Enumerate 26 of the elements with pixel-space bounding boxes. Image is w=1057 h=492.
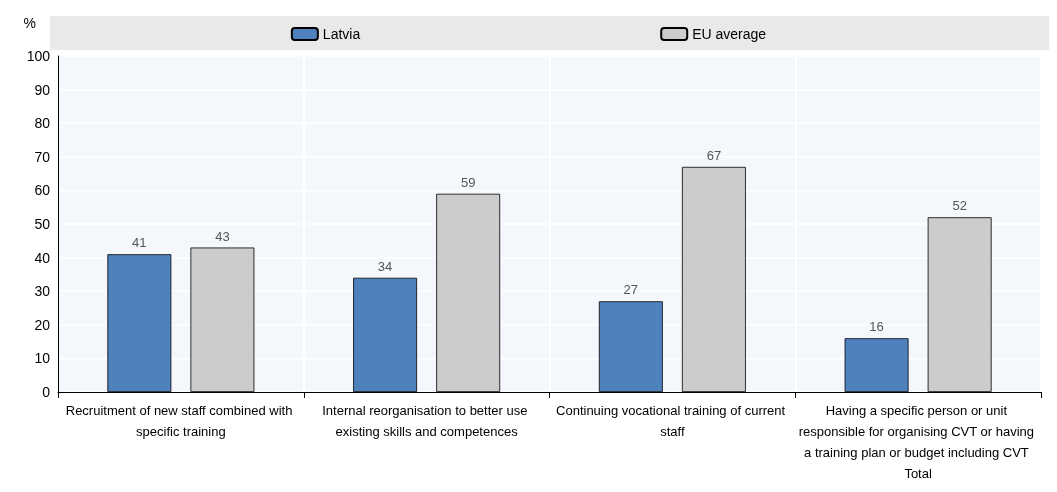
y-tick-label: 0: [42, 384, 51, 400]
y-tick-label: 20: [34, 316, 51, 333]
y-axis-title: %: [23, 15, 36, 31]
y-tick-label: 10: [34, 350, 51, 367]
data-label: 34: [377, 258, 393, 274]
y-tick-label: 80: [34, 115, 51, 132]
data-label: 27: [623, 282, 639, 298]
y-tick-label: 60: [34, 182, 51, 199]
y-tick-label: 70: [34, 148, 51, 165]
legend-label: EU average: [692, 26, 767, 42]
legend-label: Latvia: [322, 26, 361, 42]
data-label: 16: [869, 319, 884, 335]
data-label: 41: [132, 235, 147, 251]
x-tick-label: Continuing vocational training of current staff: [556, 403, 789, 439]
x-tick-label: Having a specific person or unit responsible for organising CVT or having a training plan or budget including CVT Total: [798, 403, 1038, 481]
x-tick-label: Internal reorganisation to better use existing skills and competences: [322, 403, 532, 439]
y-tick-label: 90: [34, 81, 51, 98]
y-tick-label: 100: [26, 48, 51, 64]
data-label: 43: [215, 228, 230, 244]
y-tick-label: 50: [34, 216, 51, 232]
x-tick-label: Recruitment of new staff combined with specific training: [65, 403, 297, 439]
data-label: 59: [460, 174, 476, 190]
data-label: 67: [706, 147, 722, 163]
y-tick-label: 30: [34, 283, 51, 300]
data-label: 52: [952, 198, 967, 214]
y-tick-label: 40: [34, 249, 51, 266]
